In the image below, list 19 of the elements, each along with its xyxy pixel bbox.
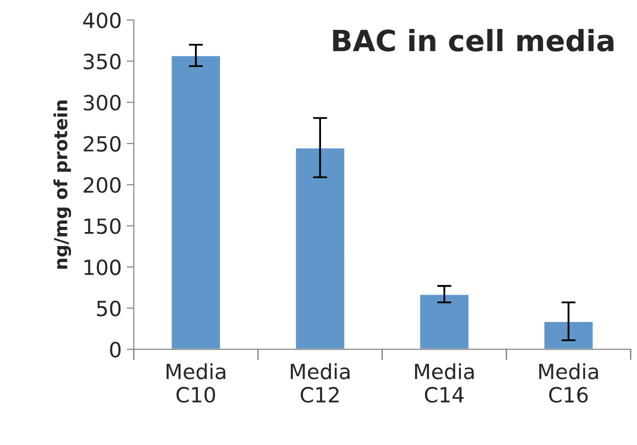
y-tick-label: 200: [84, 177, 121, 193]
x-tick-label: Media C10: [166, 363, 226, 403]
chart-title: BAC in cell media: [333, 28, 614, 52]
y-tick-label: 150: [84, 218, 121, 234]
bar: [170, 54, 222, 350]
y-tick-label: 100: [84, 259, 121, 276]
y-axis-title: ng/mg of protein: [53, 100, 72, 269]
x-tick-label: Media C12: [290, 363, 350, 403]
x-tick-label: Media C16: [539, 363, 598, 403]
y-tick-label: 250: [84, 136, 121, 152]
y-tick-label: 0: [110, 342, 121, 358]
y-tick-label: 350: [84, 54, 121, 70]
x-tick-label: Media C14: [415, 363, 474, 403]
bar: [418, 293, 470, 350]
y-tick-label: 50: [97, 300, 121, 316]
bar: [542, 320, 594, 350]
y-tick-label: 300: [84, 94, 121, 111]
y-tick-label: 400: [83, 12, 121, 28]
bar: [294, 146, 346, 350]
